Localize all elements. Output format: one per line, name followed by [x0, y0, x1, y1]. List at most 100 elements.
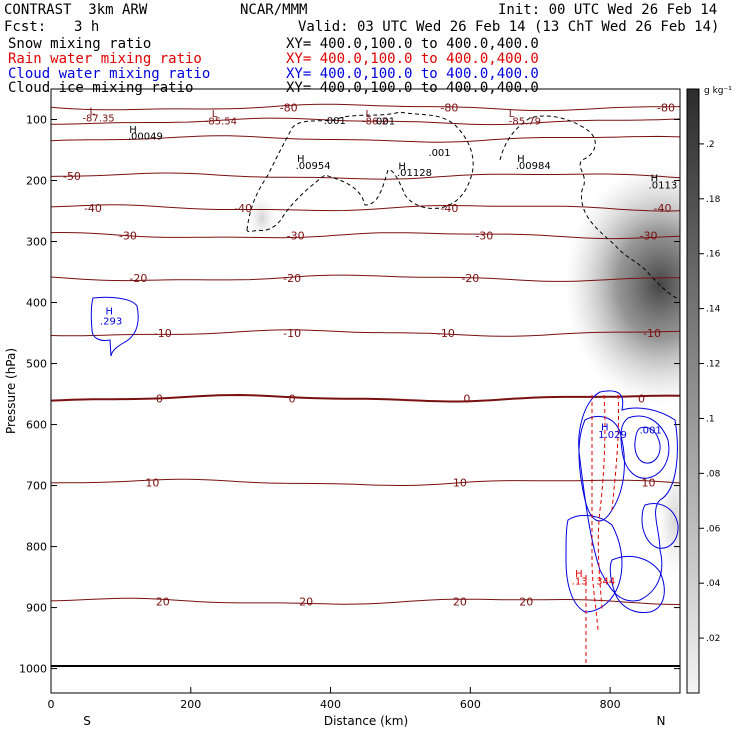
isotherm-label-0: 0: [463, 392, 470, 405]
isotherm-label--20: -20: [283, 272, 301, 285]
extremum-label: .001: [428, 148, 450, 159]
extrema-labels: L-87.35 L-85.54L-86.2L-85.79H.00049.001 00…: [82, 107, 677, 588]
field-xy-cloud-ice: XY= 400.0,100.0 to 400.0,400.0: [286, 80, 539, 96]
isotherm--10: [51, 329, 680, 337]
y-tick-label: 700: [26, 480, 47, 493]
x-tick-label: 200: [180, 698, 201, 711]
cloud-water-contour-upper: [90, 296, 139, 357]
isotherm-label-0: 0: [156, 392, 163, 405]
extremum-label: L: [366, 109, 372, 120]
isotherm-labels: -80 -80 -80 -50 -40 -40 -40 -40 -30 -30 -30 -30 -20 -…: [63, 101, 675, 608]
rain-water-contours: [585, 394, 620, 665]
snow-minor-shading: [248, 196, 276, 240]
colorbar-ticks: .2 .18 .16 .14 .12 .1 .08 .06 .04 .02: [699, 140, 721, 644]
colorbar-tick-label: .16: [706, 250, 721, 260]
y-tick-label: 300: [26, 236, 47, 249]
colorbar-tick-label: .06: [706, 524, 721, 534]
extremum-label: -85.79: [509, 116, 541, 127]
isotherm-label--40: -40: [84, 202, 102, 215]
extremum-label: H: [106, 307, 114, 318]
isotherm-label--30: -30: [287, 229, 305, 242]
colorbar-unit: g kg⁻¹: [704, 86, 732, 96]
y-tick-label: 500: [26, 358, 47, 371]
snow-low-shading: [657, 460, 680, 580]
colorbar: [686, 88, 700, 694]
forecast-hour: 3 h: [74, 19, 100, 35]
extremum-label: H: [601, 423, 609, 434]
field-xy-cloud-water: XY= 400.0,100.0 to 400.0,400.0: [286, 66, 539, 82]
isotherm-label--50: -50: [63, 170, 81, 183]
extremum-label: H: [129, 125, 137, 136]
isotherm-0: [51, 393, 680, 403]
field-name-rain: Rain water mixing ratio: [8, 51, 202, 67]
isotherm-group: [51, 103, 680, 605]
isotherm-label-0: 0: [289, 392, 296, 405]
colorbar-tick-label: .1: [706, 414, 715, 424]
extremum-label: .01128: [397, 168, 432, 179]
y-tick-label: 100: [26, 114, 47, 127]
isotherm-label--30: -30: [475, 229, 493, 242]
extremum-label: .001: [324, 116, 346, 127]
extremum-label: 001: [376, 116, 395, 127]
isotherm-label--10: -10: [283, 327, 301, 340]
extremum-label: H: [575, 569, 583, 580]
valid-time: Valid: 03 UTC Wed 26 Feb 14 (13 ChT Wed …: [298, 19, 720, 35]
extremum-label: .00954: [296, 161, 331, 172]
isotherm-label-20: 20: [453, 595, 467, 608]
x-tick-label: 600: [460, 698, 481, 711]
isotherm-label-10: 10: [453, 477, 467, 490]
isotherm--80: [51, 103, 680, 112]
extremum-label: H: [651, 174, 659, 185]
y-tick-label: 600: [26, 419, 47, 432]
isotherm-label--40: -40: [234, 202, 252, 215]
model-title: CONTRAST 3km ARW: [4, 2, 148, 18]
y-axis-title: Pressure (hPa): [4, 348, 18, 434]
isotherm--40: [51, 204, 680, 212]
isotherm-label--20: -20: [461, 272, 479, 285]
org-label: NCAR/MMM: [240, 2, 308, 18]
isotherm-label--10: -10: [643, 327, 661, 340]
field-xy-rain: XY= 400.0,100.0 to 400.0,400.0: [286, 51, 539, 67]
isotherm-label--80: -80: [280, 101, 298, 114]
isotherm--70: [51, 117, 680, 126]
isotherm-label-10: 10: [145, 477, 159, 490]
snow-shading: [248, 165, 680, 580]
colorbar-tick-label: .2: [706, 140, 715, 150]
isotherm-label-10: 10: [642, 477, 656, 490]
extremum-label: -85.54: [205, 116, 237, 127]
isotherm-label--10: -10: [437, 327, 455, 340]
x-axis: 0 200 400 600 800: [48, 687, 621, 711]
extremum-label: H: [297, 154, 305, 165]
extremum-label: .00049: [128, 132, 163, 143]
extremum-label: H: [398, 162, 406, 173]
isotherm-label-20: 20: [156, 595, 170, 608]
isotherm-label--30: -30: [640, 229, 658, 242]
cloud-water-contours: [90, 296, 679, 614]
colorbar-tick-label: .14: [706, 305, 721, 315]
isotherm-label-20: 20: [299, 595, 313, 608]
colorbar-tick-label: .04: [706, 579, 721, 589]
x-end-label-north: N: [657, 714, 666, 728]
rain-contour-1: [591, 395, 599, 631]
y-tick-label: 1000: [19, 663, 47, 676]
cloud-water-contour-lower-4: [634, 426, 661, 464]
extremum-label: 1.029: [598, 430, 627, 441]
colorbar-tick-label: .12: [706, 360, 720, 370]
extremum-label: L: [212, 109, 218, 120]
extremum-label: L: [509, 109, 515, 120]
y-tick-label: 400: [26, 297, 47, 310]
init-time: Init: 00 UTC Wed 26 Feb 14: [498, 2, 718, 18]
cloud-water-contour-lower-3: [620, 415, 670, 479]
field-name-cloud-water: Cloud water mixing ratio: [8, 66, 211, 82]
forecast-label: Fcst:: [4, 19, 47, 35]
extremum-label: 344: [596, 576, 615, 587]
extremum-label: L: [89, 107, 95, 118]
isotherm--50: [51, 172, 680, 180]
extremum-label: .001: [639, 426, 661, 437]
x-tick-label: 0: [48, 698, 55, 711]
extremum-label: .293: [100, 316, 122, 327]
extremum-label: .00984: [516, 161, 551, 172]
snow-max-shading: [565, 165, 680, 405]
isotherm-10: [51, 478, 680, 486]
